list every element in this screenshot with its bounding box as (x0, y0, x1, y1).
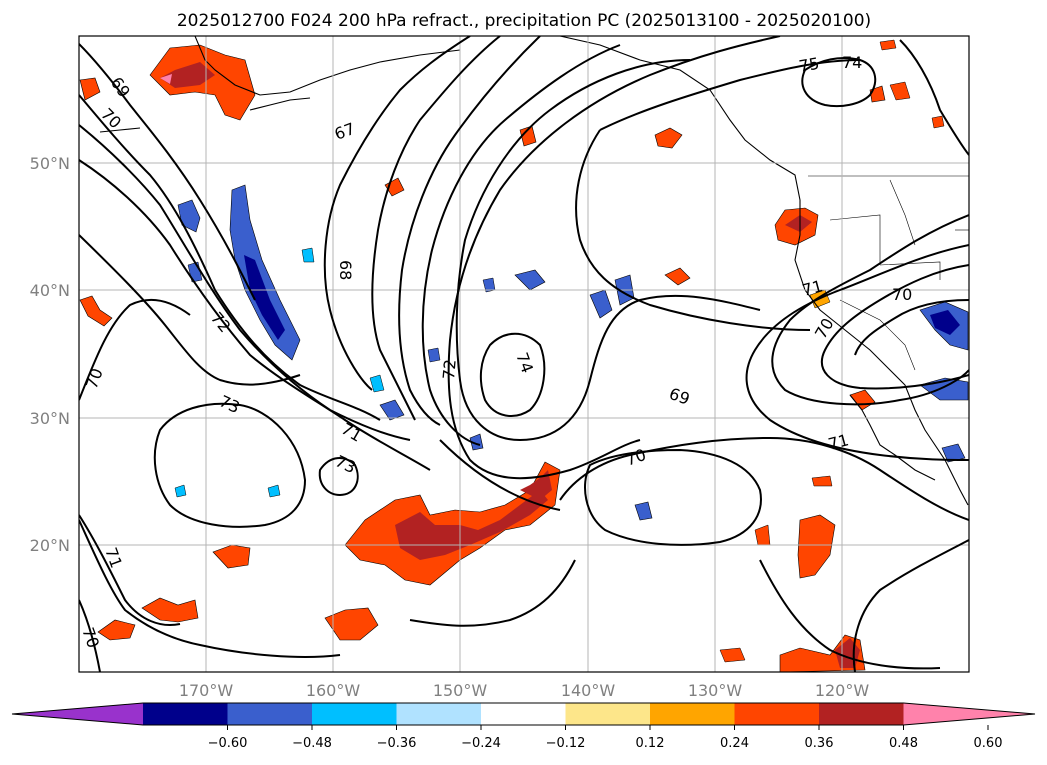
contour-label: 74 (842, 53, 862, 72)
graticule (79, 36, 969, 672)
colorbar-segment (565, 703, 651, 725)
colorbar-tick-label: −0.48 (292, 736, 332, 751)
colorbar-segment (650, 703, 735, 725)
colorbar-segment (481, 703, 566, 725)
contour-label: 71 (800, 276, 825, 300)
coastlines (99, 36, 969, 506)
map-title: 2025012700 F024 200 hPa refract., precip… (177, 11, 871, 31)
lon-label: 140°W (561, 681, 616, 700)
latitude-labels: 50°N 40°N 30°N 20°N (30, 154, 70, 555)
lon-label: 130°W (688, 681, 743, 700)
lon-label: 120°W (815, 681, 870, 700)
lat-label: 50°N (30, 154, 70, 173)
colorbar-segment (227, 703, 313, 725)
colorbar-tick-label: −0.36 (377, 736, 417, 751)
contour-label: 71 (826, 430, 851, 454)
colorbar-segment (312, 703, 397, 725)
colorbar-extend-low (12, 703, 143, 725)
contour-label: 75 (797, 54, 820, 76)
contour-label: 68 (336, 260, 355, 280)
colorbar-segment (819, 703, 904, 725)
contour-label: 72 (439, 358, 460, 380)
lat-label: 30°N (30, 409, 70, 428)
colorbar-segment (734, 703, 820, 725)
colorbar-segment (396, 703, 482, 725)
lon-label: 160°W (306, 681, 361, 700)
colorbar-tick-label: −0.12 (546, 736, 586, 751)
colorbar: −0.60 −0.48 −0.36 −0.24 −0.12 0.12 0.24 0.36 0.4… (11, 702, 1036, 751)
colorbar-segment (143, 703, 228, 725)
lon-label: 170°W (179, 681, 234, 700)
map-frame (78, 35, 970, 673)
colorbar-tick-label: −0.60 (208, 736, 248, 751)
colorbar-outline (11, 702, 1036, 726)
map-area: 69 70 67 75 74 68 72 70 73 74 71 73 71 7… (78, 35, 970, 673)
colorbar-tick-label: 0.24 (720, 736, 749, 751)
precipitation-shading (79, 39, 969, 672)
refractivity-contours (79, 36, 969, 672)
colorbar-tick-label: 0.48 (889, 736, 918, 751)
longitude-labels: 170°W 160°W 150°W 140°W 130°W 120°W (179, 681, 870, 700)
colorbar-tick-label: 0.12 (636, 736, 665, 751)
borders (808, 175, 969, 371)
colorbar-tick-label: 0.36 (805, 736, 834, 751)
colorbar-extend-high (903, 703, 1035, 725)
colorbar-tick-label: −0.24 (461, 736, 501, 751)
lon-label: 150°W (433, 681, 488, 700)
lat-label: 40°N (30, 281, 70, 300)
lat-label: 20°N (30, 536, 70, 555)
colorbar-tick-label: 0.60 (974, 736, 1003, 751)
contour-label: 70 (892, 285, 912, 304)
